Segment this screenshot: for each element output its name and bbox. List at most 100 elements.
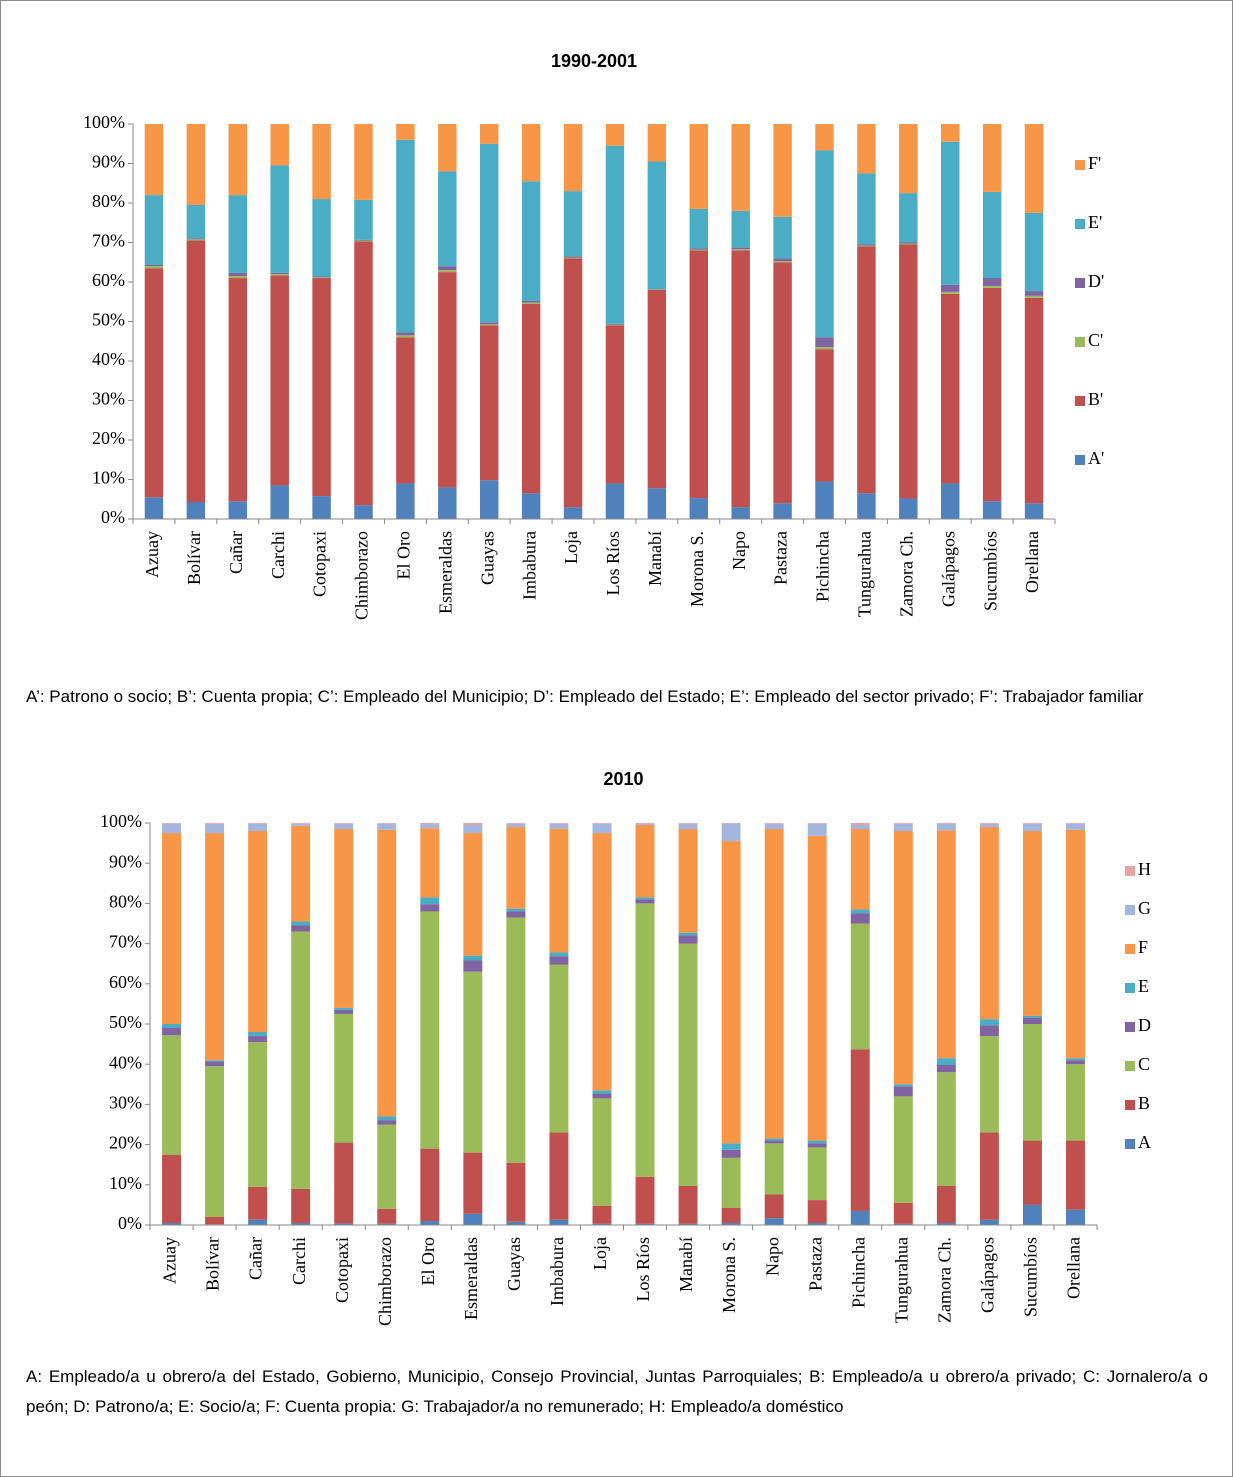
bar-segment — [248, 831, 268, 1033]
bar-segment — [291, 921, 311, 926]
legend-swatch — [1125, 1139, 1135, 1149]
bar-segment — [635, 1223, 655, 1225]
bar-segment — [463, 825, 483, 834]
bar-segment — [549, 964, 569, 1133]
legend-label: D — [1138, 1015, 1151, 1035]
bar-segment — [815, 481, 834, 519]
x-tick-label: Napo — [762, 1237, 782, 1276]
bar-segment — [377, 829, 397, 1117]
x-tick-label: Los Ríos — [633, 1237, 653, 1302]
bar-segment — [291, 823, 311, 824]
bar-segment — [893, 1086, 913, 1097]
bar-segment — [1066, 1058, 1085, 1061]
bar-segment — [377, 823, 397, 824]
bar-segment — [941, 124, 960, 142]
bar-segment — [506, 823, 526, 828]
x-tick-label: El Oro — [418, 1237, 438, 1286]
y-tick-label: 60% — [109, 972, 142, 992]
bar-segment — [162, 1154, 181, 1223]
bar-segment — [1024, 291, 1044, 296]
bar-segment — [592, 1093, 612, 1099]
legend-swatch — [1125, 983, 1135, 993]
legend-swatch — [1075, 219, 1085, 229]
bar-segment — [982, 501, 1002, 519]
bar-segment — [857, 245, 876, 247]
x-tick-label: Cañar — [226, 531, 246, 574]
bar-segment — [205, 1061, 225, 1067]
bar-segment — [291, 925, 311, 932]
bar-segment — [521, 124, 541, 182]
bar-segment — [647, 488, 667, 519]
bar-segment — [807, 1147, 827, 1201]
bar-segment — [521, 303, 541, 494]
legend-swatch — [1125, 1022, 1135, 1032]
bar-segment — [480, 480, 499, 519]
y-tick-label: 80% — [109, 892, 142, 912]
bar-segment — [689, 250, 708, 499]
y-tick-label: 10% — [92, 468, 125, 488]
bar-segment — [1066, 823, 1085, 824]
bar-segment — [248, 1032, 268, 1037]
bar-segment — [463, 833, 483, 956]
bar-segment — [354, 239, 373, 241]
bar-segment — [354, 199, 373, 240]
bar-segment — [270, 124, 289, 166]
bar-segment — [592, 1090, 612, 1094]
bar-segment — [312, 496, 331, 519]
bar-segment — [850, 1049, 870, 1211]
bar-segment — [605, 325, 625, 484]
bar-segment — [354, 124, 373, 200]
legend-label: G — [1138, 898, 1151, 918]
bar-segment — [721, 1143, 741, 1150]
bar-segment — [312, 277, 331, 279]
x-tick-label: Esmeraldas — [435, 531, 455, 614]
y-tick-label: 0% — [118, 1213, 142, 1233]
bar-segment — [186, 204, 206, 239]
y-tick-label: 100% — [83, 112, 125, 132]
bar-segment — [1022, 1015, 1042, 1018]
bar-segment — [941, 141, 960, 285]
bar-segment — [678, 932, 698, 936]
bar-segment — [438, 171, 457, 267]
bar-segment — [248, 823, 268, 824]
y-tick-label: 100% — [100, 811, 142, 831]
bar-segment — [420, 911, 440, 1149]
bar-segment — [731, 250, 750, 508]
bar-segment — [815, 124, 834, 151]
bar-segment — [815, 150, 834, 338]
bar-segment — [850, 825, 870, 830]
bar-segment — [893, 1202, 913, 1224]
bar-segment — [1066, 829, 1085, 1059]
chart-title: 1990-2001 — [551, 51, 637, 71]
bar-segment — [893, 823, 913, 824]
bar-segment — [563, 124, 583, 192]
footnote: A: Empleado/a u obrero/a del Estado, Gob… — [26, 1367, 1208, 1416]
bar-segment — [563, 257, 583, 259]
legend-label: C — [1138, 1054, 1150, 1074]
bar-segment — [563, 258, 583, 508]
bar-segment — [893, 1223, 913, 1225]
legend-label: A' — [1088, 448, 1104, 468]
y-tick-label: 30% — [109, 1093, 142, 1113]
bar-segment — [162, 1035, 181, 1155]
bar-segment — [982, 287, 1002, 502]
bar-segment — [205, 833, 225, 1061]
bar-segment — [731, 247, 750, 250]
bar-segment — [334, 823, 354, 824]
x-tick-label: Imbabura — [547, 1237, 567, 1306]
bar-segment — [438, 487, 457, 519]
bar-segment — [396, 139, 415, 333]
bar-segment — [144, 195, 164, 266]
legend-label: F — [1138, 937, 1148, 957]
bar-segment — [807, 1143, 827, 1148]
legend-swatch — [1075, 455, 1085, 465]
bar-segment — [635, 825, 655, 898]
bar-segment — [186, 240, 206, 503]
bar-segment — [463, 960, 483, 972]
bar-segment — [396, 337, 415, 484]
bar-segment — [354, 240, 373, 242]
bar-segment — [773, 124, 792, 217]
bar-segment — [850, 923, 870, 1050]
x-tick-label: Azuay — [142, 531, 162, 578]
